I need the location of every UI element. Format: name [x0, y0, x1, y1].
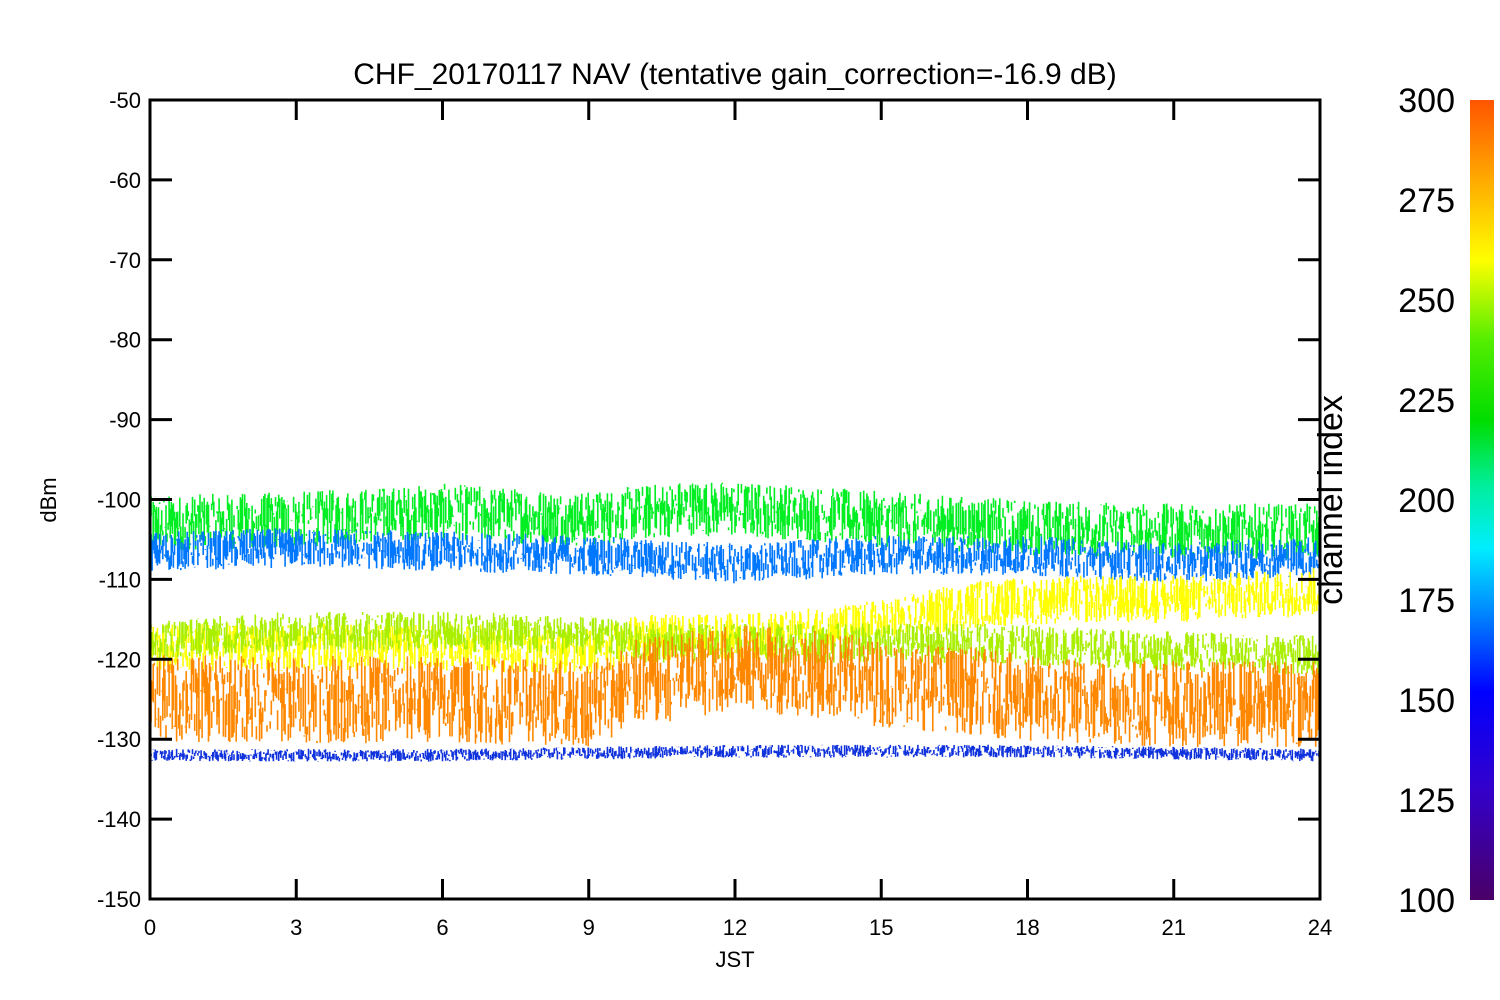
- x-tick-label: 6: [436, 915, 448, 940]
- x-tick-label: 15: [869, 915, 893, 940]
- chart-title: CHF_20170117 NAV (tentative gain_correct…: [353, 58, 1117, 91]
- colorbar-ticks: 300 275 250 225 200 175 150 125 100: [1398, 82, 1455, 920]
- series-channel-155: [151, 528, 1320, 584]
- series-channel-270: [151, 568, 1320, 675]
- plot-frame: [148, 98, 1322, 901]
- y-tick-label: -100: [97, 488, 141, 513]
- y-tick-label: -80: [109, 328, 141, 353]
- colorbar-tick-label: 275: [1398, 182, 1455, 220]
- x-tick-label: 3: [290, 915, 302, 940]
- colorbar-tick-label: 125: [1398, 782, 1455, 820]
- series-channel-140: [151, 744, 1320, 762]
- y-tick-label: -130: [97, 727, 141, 752]
- x-tick-label: 9: [583, 915, 595, 940]
- data-series-layer: [151, 482, 1320, 762]
- y-tick-label: -150: [97, 887, 141, 912]
- y-tick-label: -140: [97, 807, 141, 832]
- x-tick-label: 18: [1015, 915, 1039, 940]
- y-tick-label: -50: [109, 88, 141, 113]
- x-tick-label: 21: [1162, 915, 1186, 940]
- x-axis-label: JST: [715, 947, 754, 972]
- colorbar-tick-label: 300: [1398, 82, 1455, 120]
- colorbar-tick-label: 150: [1398, 682, 1455, 720]
- colorbar-tick-label: 225: [1398, 382, 1455, 420]
- y-tick-label: -70: [109, 248, 141, 273]
- colorbar-label: channel index: [1312, 395, 1350, 605]
- y-axis: -50 -60 -70 -80 -90 -100 -110 -120 -130 -140 -150: [97, 88, 1320, 912]
- y-tick-label: -120: [97, 647, 141, 672]
- x-axis: 0 3 6 9 12 15 18 21 24: [144, 100, 1332, 940]
- x-tick-label: 0: [144, 915, 156, 940]
- colorbar-tick-label: 200: [1398, 482, 1455, 520]
- colorbar: [1470, 100, 1494, 900]
- colorbar-tick-label: 250: [1398, 282, 1455, 320]
- colorbar-tick-label: 100: [1398, 882, 1455, 920]
- x-tick-label: 24: [1308, 915, 1332, 940]
- series-channel-235: [151, 482, 1320, 560]
- y-tick-label: -110: [99, 567, 141, 592]
- series-channel-290: [151, 625, 1320, 748]
- y-tick-label: -60: [109, 168, 141, 193]
- series-channel-255: [151, 611, 1320, 675]
- x-tick-label: 12: [723, 915, 747, 940]
- colorbar-tick-label: 175: [1398, 582, 1455, 620]
- y-tick-label: -90: [109, 408, 141, 433]
- y-axis-label: dBm: [36, 477, 61, 522]
